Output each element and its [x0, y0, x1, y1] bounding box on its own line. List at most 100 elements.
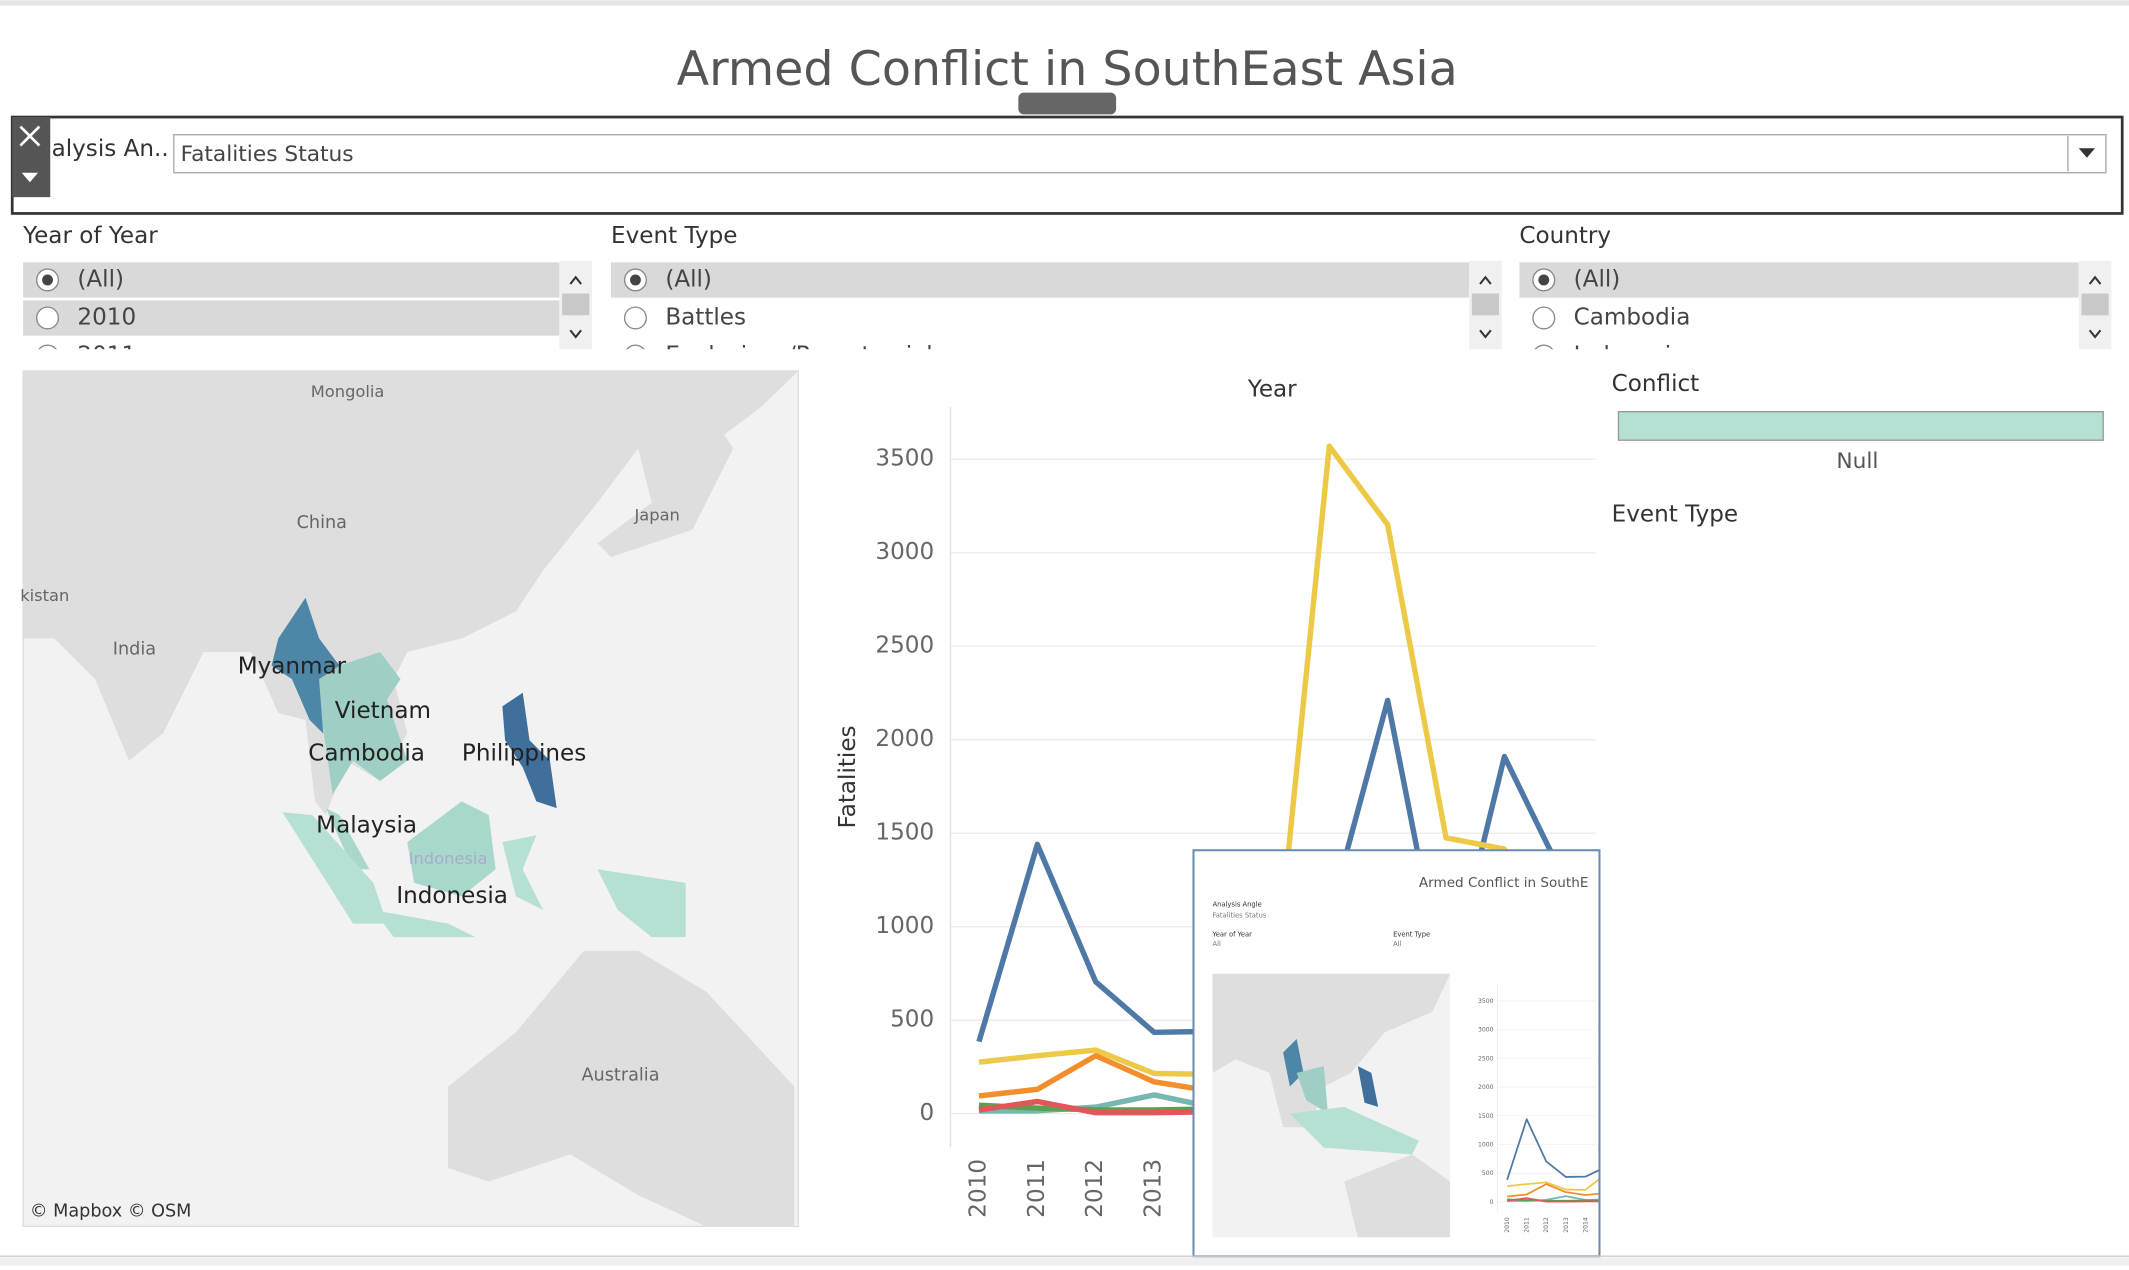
map-shapes	[23, 370, 799, 1227]
legend-swatch[interactable]	[1617, 411, 2104, 441]
x-tick-label: 2011	[1024, 1159, 1050, 1218]
land	[597, 407, 734, 557]
parameter-toolbar[interactable]	[12, 117, 51, 198]
tooltip-label: Analysis Angle	[1212, 901, 1261, 909]
mini-chart: 0 500 1000 1500 2000 2500 3000 3500 2010 2011 2012…	[1478, 984, 1707, 1233]
y-tick-label: 2000	[875, 726, 934, 752]
radio-button[interactable]	[1532, 306, 1556, 330]
scroll-thumb[interactable]	[2081, 293, 2109, 316]
top-bar	[0, 0, 2129, 6]
filter-item[interactable]: Explosions/Remote violence	[665, 343, 988, 369]
filter-item[interactable]: Battles	[665, 304, 746, 330]
filter-item[interactable]: Indonesia	[1574, 343, 1686, 369]
legend-item: Null	[1836, 449, 1878, 474]
scroll-thumb[interactable]	[562, 293, 590, 316]
filter-item[interactable]: 2010	[77, 304, 136, 330]
x-tick-label: 2012	[1543, 1217, 1550, 1233]
mini-country	[1296, 1066, 1328, 1114]
bottom-bar	[0, 1257, 2129, 1266]
filters: Year of Year (All) 2010 2011 Event Type (All)…	[22, 223, 2112, 369]
map-label: India	[113, 639, 156, 659]
y-tick-label: 2500	[1478, 1055, 1494, 1062]
map-label: China	[297, 513, 347, 533]
y-tick-label: 3500	[1478, 998, 1494, 1005]
filter-title: Year of Year	[22, 223, 158, 249]
radio-dot	[1538, 274, 1550, 286]
country[interactable]	[502, 692, 557, 809]
filter-list: (All) Battles Explosions/Remote violence	[611, 260, 1470, 369]
parameter-value: Fatalities Status	[181, 142, 354, 167]
hover-row	[23, 300, 560, 336]
filter-item[interactable]: (All)	[1574, 266, 1621, 292]
filter-item[interactable]: (All)	[665, 266, 712, 292]
menu-icon[interactable]	[21, 172, 39, 183]
y-tick-label: 3000	[875, 539, 934, 565]
radio-button[interactable]	[1533, 344, 1555, 367]
map-label: Cambodia	[308, 740, 425, 766]
map-label: Australia	[581, 1066, 659, 1086]
mini-land	[1212, 973, 1451, 1128]
x-tick-label: 2013	[1141, 1159, 1167, 1218]
parameter-dropdown[interactable]	[173, 134, 2107, 174]
country[interactable]	[373, 909, 476, 938]
series-line[interactable]	[1507, 1183, 1703, 1198]
scroll-down[interactable]	[1479, 329, 1492, 339]
map-label: Indonesia	[409, 849, 488, 868]
selected-row	[611, 262, 1470, 298]
map-attribution: © Mapbox © OSM	[30, 1201, 192, 1221]
tooltip-title: Armed Conflict in SouthE	[1419, 875, 1589, 891]
filter-list: (All) Cambodia Indonesia	[1519, 260, 2079, 369]
country[interactable]	[502, 835, 544, 910]
series-line[interactable]	[1507, 1197, 1703, 1203]
radio-button[interactable]	[623, 306, 647, 330]
scroll-thumb[interactable]	[1471, 293, 1499, 316]
x-tick-label: 2018	[1661, 1217, 1668, 1233]
country[interactable]	[407, 801, 496, 897]
filter-item[interactable]: 2011	[77, 343, 136, 369]
x-tick-label: 2011	[1524, 1217, 1531, 1233]
series-line[interactable]	[1506, 1075, 1703, 1181]
mini-country	[1357, 1066, 1379, 1107]
land	[23, 370, 799, 815]
x-tick-label: 2010	[965, 1159, 991, 1218]
scroll-down[interactable]	[569, 329, 582, 339]
map-label: Vietnam	[335, 698, 431, 724]
scroll-up[interactable]	[1479, 275, 1492, 285]
map-label: kistan	[20, 586, 69, 605]
scroll-down[interactable]	[2088, 329, 2102, 339]
radio-button[interactable]	[37, 344, 59, 367]
selected-row	[23, 262, 560, 298]
y-tick-label: 1500	[875, 820, 934, 846]
chart-title: Year	[1247, 376, 1297, 402]
mini-country	[1289, 1106, 1419, 1155]
country[interactable]	[305, 652, 408, 795]
dropdown-arrow[interactable]	[2078, 148, 2096, 158]
x-tick-label: 2016	[1621, 1217, 1628, 1233]
parameter-label: alysis An..	[52, 136, 169, 162]
x-tick-label: 2010	[1504, 1217, 1511, 1233]
drag-handle[interactable]	[1018, 92, 1117, 115]
x-tick-label: 2015	[1602, 1217, 1609, 1233]
country[interactable]	[325, 808, 370, 870]
radio-button[interactable]	[35, 306, 60, 330]
scroll-up[interactable]	[569, 275, 582, 285]
filter-item[interactable]: (All)	[77, 266, 124, 292]
country[interactable]	[282, 812, 387, 924]
tooltip-preview: Armed Conflict in SouthE Analysis Angle …	[1193, 850, 1707, 1257]
mini-land	[1344, 1154, 1451, 1238]
series-line[interactable]	[1507, 997, 1703, 1191]
radio-button[interactable]	[625, 344, 647, 367]
scroll-up[interactable]	[2088, 275, 2102, 285]
tooltip-value: All	[1393, 940, 1402, 948]
y-tick-label: 0	[1490, 1199, 1494, 1206]
country[interactable]	[271, 597, 340, 734]
country[interactable]	[597, 869, 686, 938]
x-tick-label: 2020	[1700, 1217, 1707, 1233]
map-label: Myanmar	[238, 653, 347, 679]
tooltip-label: Event Type	[1393, 930, 1430, 938]
y-tick-label: 3000	[1478, 1027, 1494, 1034]
y-tick-label: 500	[890, 1007, 934, 1033]
close-icon[interactable]	[19, 125, 41, 147]
filter-item[interactable]: Cambodia	[1574, 304, 1691, 330]
